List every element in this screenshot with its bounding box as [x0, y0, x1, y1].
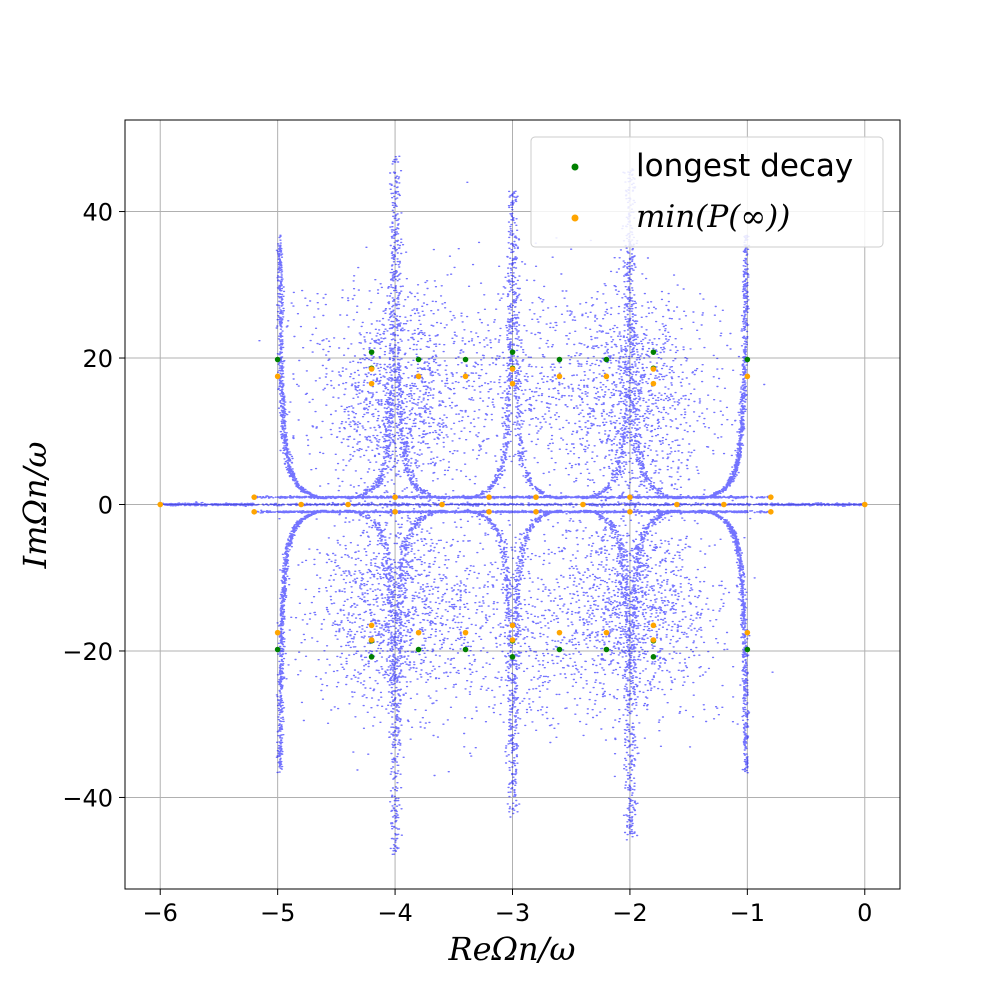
y-tick-label: 20 [82, 345, 113, 373]
min-p-point [580, 501, 586, 508]
min-p-point [627, 509, 633, 515]
min-p-point [650, 622, 657, 629]
longest-decay-point [509, 654, 516, 660]
longest-decay-point [650, 654, 657, 660]
longest-decay-point [509, 349, 516, 355]
min-p-point [462, 373, 469, 380]
min-p-point [627, 494, 633, 500]
legend: longest decay min(P(∞)) [530, 136, 884, 248]
min-p-point [533, 509, 539, 515]
y-tick-label: −40 [62, 784, 113, 812]
min-p-point [744, 373, 751, 380]
min-p-point [603, 373, 610, 380]
spectrum-points [159, 155, 867, 855]
legend-label-min-p: min(P(∞)) [636, 199, 790, 235]
x-tick-label: −3 [495, 899, 530, 927]
x-tick-label: 0 [857, 899, 872, 927]
y-tick-label: 0 [98, 492, 113, 520]
x-axis-label: ReΩn/ω [447, 930, 575, 968]
min-p-point [650, 366, 657, 372]
min-p-point [509, 637, 516, 643]
axis-ticks: −6 −5 −4 −3 −2 −1 0 −40 −20 0 20 40 [62, 199, 872, 927]
min-p-point [768, 494, 774, 500]
min-p-point [486, 494, 492, 500]
min-p-point [768, 509, 774, 515]
min-p-point [509, 622, 516, 629]
longest-decay-point [462, 356, 469, 363]
longest-decay-point [274, 646, 281, 653]
legend-label-longest-decay: longest decay [636, 148, 853, 184]
min-p-point [486, 509, 492, 515]
min-p-point [650, 637, 657, 643]
min-p-point [744, 629, 751, 636]
x-tick-label: −5 [260, 899, 295, 927]
longest-decay-point [556, 646, 563, 653]
min-p-point [392, 494, 398, 500]
longest-decay-point [603, 356, 610, 363]
min-p-point [274, 629, 281, 636]
highlight-series [157, 349, 868, 660]
x-tick-label: −6 [143, 899, 178, 927]
min-p-point [556, 629, 563, 636]
longest-decay-point [603, 646, 610, 653]
min-p-point [368, 366, 375, 372]
min-p-point [368, 637, 375, 643]
min-p-point [345, 501, 351, 508]
min-p-point [251, 509, 257, 515]
x-tick-label: −2 [612, 899, 647, 927]
min-p-point [368, 380, 375, 387]
min-p-point [368, 622, 375, 629]
x-tick-label: −4 [377, 899, 412, 927]
longest-decay-point [462, 646, 469, 653]
min-p-point [556, 373, 563, 380]
spectrum-cloud [159, 155, 867, 855]
min-p-point [509, 366, 516, 372]
min-p-point [415, 373, 422, 380]
min-p-point [462, 629, 469, 636]
longest-decay-point [744, 356, 751, 363]
min-p-point [415, 629, 422, 636]
longest-decay-point [368, 349, 375, 355]
y-tick-label: 40 [82, 199, 113, 227]
min-p-point [861, 501, 868, 508]
longest-decay-point [650, 349, 657, 355]
min-p-point [439, 501, 445, 508]
y-tick-label: −20 [62, 638, 113, 666]
longest-decay-point [744, 646, 751, 653]
y-axis-label: ImΩn/ω [16, 442, 54, 570]
longest-decay-point [368, 654, 375, 660]
min-p-point [674, 501, 680, 508]
longest-decay-point [415, 356, 422, 363]
min-p-point [509, 380, 516, 387]
legend-marker-longest-decay [571, 163, 579, 171]
min-p-point [157, 501, 164, 508]
min-p-point [274, 373, 281, 380]
min-p-point [721, 501, 727, 508]
legend-marker-min-p [571, 214, 579, 222]
min-p-point [392, 509, 398, 515]
longest-decay-point [274, 356, 281, 363]
min-p-point [251, 494, 257, 500]
min-p-point [533, 494, 539, 500]
x-tick-label: −1 [730, 899, 765, 927]
longest-decay-point [415, 646, 422, 653]
min-p-point [298, 501, 304, 508]
legend-box [530, 136, 884, 248]
min-p-point [650, 380, 657, 387]
min-p-point [603, 629, 610, 636]
longest-decay-point [556, 356, 563, 363]
